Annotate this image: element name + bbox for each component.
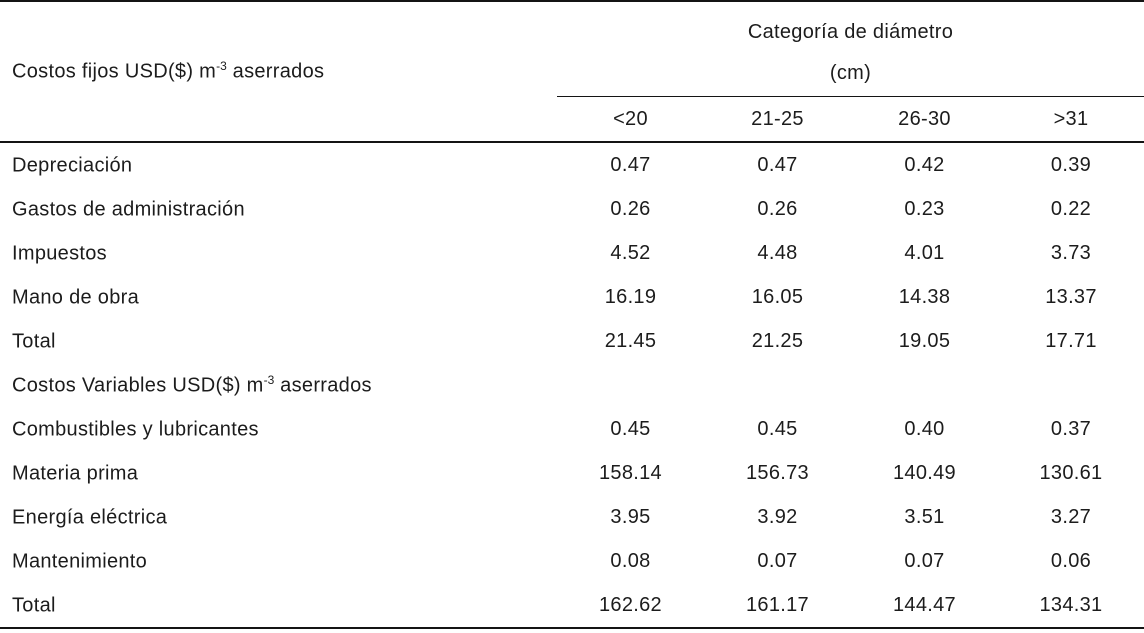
- cell-value: 3.51: [904, 505, 945, 528]
- cell-value: 0.26: [757, 197, 798, 220]
- table-row: Total 21.45 21.25 19.05 17.71: [0, 319, 1144, 363]
- cell-value: 134.31: [1039, 593, 1103, 616]
- column-header-gt31: >31: [998, 96, 1144, 143]
- cell-value: 0.45: [757, 417, 798, 440]
- row-label-text: Mantenimiento: [12, 550, 148, 573]
- row-label-text: Total: [12, 330, 56, 353]
- table-body: Depreciación 0.47 0.47 0.42 0.39 Gastos …: [0, 142, 1144, 628]
- row-label-text: Costos Variables USD($) m: [12, 374, 264, 397]
- row-label-text: Total: [12, 594, 56, 617]
- cell-value: 0.08: [610, 549, 651, 572]
- row-label: Depreciación: [0, 142, 557, 187]
- row-label-text: Mano de obra: [12, 286, 140, 309]
- cell-value: 0.07: [757, 549, 798, 572]
- row-label-superscript: -3: [263, 372, 275, 387]
- column-header-21-25: 21-25: [704, 96, 851, 143]
- column-header-lt20: <20: [557, 96, 704, 143]
- column-group-unit: (cm): [557, 56, 1144, 97]
- row-label-text: Materia prima: [12, 462, 139, 485]
- cell-value: 14.38: [898, 285, 951, 308]
- cell-value: 162.62: [599, 593, 662, 616]
- cell-value: 0.06: [1050, 549, 1092, 572]
- cell-value: 16.19: [604, 285, 657, 308]
- cell-value: 0.47: [610, 153, 651, 176]
- row-label: Impuestos: [0, 231, 557, 275]
- cell-value: 0.23: [904, 197, 945, 220]
- cell-value: 0.39: [1050, 153, 1092, 176]
- cell-value: 17.71: [1045, 329, 1097, 352]
- cell-value: 4.52: [610, 241, 651, 264]
- table-header: Costos fijos USD($) m-3 aserrados Catego…: [0, 1, 1144, 143]
- cell-value: 21.45: [604, 329, 657, 352]
- column-header-26-30: 26-30: [851, 96, 998, 143]
- table-row: Combustibles y lubricantes 0.45 0.45 0.4…: [0, 407, 1144, 451]
- row-label: Combustibles y lubricantes: [0, 407, 557, 451]
- cell-value: 0.22: [1050, 197, 1092, 220]
- table-row: Energía eléctrica 3.95 3.92 3.51 3.27: [0, 495, 1144, 539]
- cell-value: [704, 363, 851, 407]
- cell-value: 161.17: [746, 593, 809, 616]
- row-label: Gastos de administración: [0, 187, 557, 231]
- cell-value: 13.37: [1045, 285, 1097, 308]
- row-group-header-text: Costos fijos USD($) m: [12, 60, 217, 83]
- cell-value: 144.47: [893, 593, 956, 616]
- cell-value: 0.45: [610, 417, 651, 440]
- cell-value: 3.95: [610, 505, 651, 528]
- row-label: Costos Variables USD($) m-3 aserrados: [0, 363, 557, 407]
- row-group-header-superscript: -3: [216, 59, 227, 74]
- row-label-text: Gastos de administración: [12, 198, 245, 221]
- row-label: Total: [0, 319, 557, 363]
- cell-value: [851, 363, 998, 407]
- cell-value: 156.73: [746, 461, 809, 484]
- table-row: Impuestos 4.52 4.48 4.01 3.73: [0, 231, 1144, 275]
- cell-value: 0.42: [904, 153, 945, 176]
- row-label-suffix: aserrados: [274, 374, 372, 397]
- table-row: Total 162.62 161.17 144.47 134.31: [0, 583, 1144, 628]
- section-row: Costos Variables USD($) m-3 aserrados: [0, 363, 1144, 407]
- cell-value: 19.05: [898, 329, 951, 352]
- table-row: Gastos de administración 0.26 0.26 0.23 …: [0, 187, 1144, 231]
- row-label: Mano de obra: [0, 275, 557, 319]
- row-label-text: Depreciación: [12, 154, 133, 177]
- cell-value: 0.07: [904, 549, 945, 572]
- row-label-text: Impuestos: [12, 242, 107, 265]
- cell-value: 0.37: [1050, 417, 1092, 440]
- column-group-title: Categoría de diámetro: [747, 20, 954, 43]
- row-label: Total: [0, 583, 557, 628]
- cell-value: 3.73: [1050, 241, 1092, 264]
- cell-value: 3.27: [1050, 505, 1092, 528]
- row-label-text: Combustibles y lubricantes: [12, 418, 259, 441]
- cell-value: 0.26: [610, 197, 651, 220]
- cell-value: [998, 363, 1144, 407]
- table-row: Mano de obra 16.19 16.05 14.38 13.37: [0, 275, 1144, 319]
- cell-value: 158.14: [599, 461, 662, 484]
- row-label: Energía eléctrica: [0, 495, 557, 539]
- row-group-header-suffix: aserrados: [226, 60, 325, 83]
- cell-value: 130.61: [1039, 461, 1103, 484]
- table-row: Materia prima 158.14 156.73 140.49 130.6…: [0, 451, 1144, 495]
- cell-value: 0.47: [757, 153, 798, 176]
- cell-value: [557, 363, 704, 407]
- cell-value: 4.48: [757, 241, 798, 264]
- row-label: Mantenimiento: [0, 539, 557, 583]
- cell-value: 4.01: [904, 241, 945, 264]
- cell-value: 16.05: [751, 285, 804, 308]
- row-label: Materia prima: [0, 451, 557, 495]
- row-label-text: Energía eléctrica: [12, 506, 168, 529]
- cell-value: 21.25: [751, 329, 804, 352]
- table-row: Mantenimiento 0.08 0.07 0.07 0.06: [0, 539, 1144, 583]
- table-row: Depreciación 0.47 0.47 0.42 0.39: [0, 142, 1144, 187]
- cell-value: 0.40: [904, 417, 945, 440]
- cell-value: 140.49: [893, 461, 956, 484]
- row-group-header-fixed-costs: Costos fijos USD($) m-3 aserrados: [0, 1, 557, 143]
- cell-value: 3.92: [757, 505, 798, 528]
